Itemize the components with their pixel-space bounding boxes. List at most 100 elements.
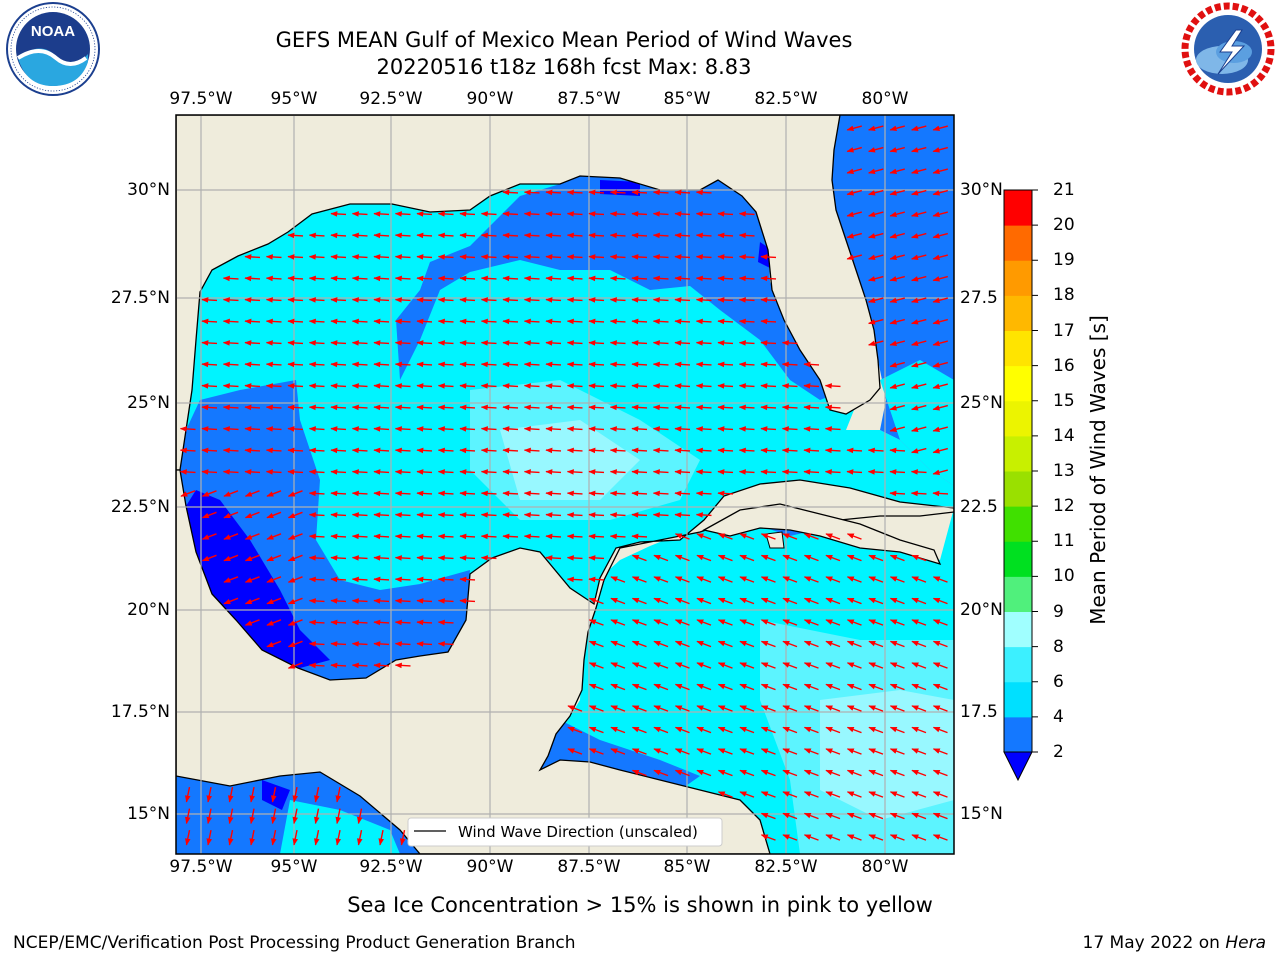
wind-wave-arrow [653,640,669,648]
wind-wave-arrow [394,318,411,325]
wind-wave-arrow [335,808,341,825]
wind-wave-arrow [249,829,255,846]
wind-wave-arrow [287,619,303,626]
wind-wave-arrow [287,511,303,519]
wind-wave-arrow [566,340,583,346]
wind-wave-arrow [631,318,648,325]
wind-wave-arrow [588,340,605,346]
wind-wave-arrow [265,254,282,260]
lat-label-right: 22.5 [960,497,998,517]
wind-wave-arrow [373,512,390,518]
wind-wave-arrow [351,318,368,325]
wind-wave-arrow [588,555,605,561]
wind-wave-arrow [567,726,583,734]
wind-wave-arrow [308,426,325,432]
lat-label-right: 15°N [960,804,1003,824]
wind-wave-arrow [610,662,626,669]
wind-wave-arrow [825,769,841,777]
wind-wave-arrow [244,318,261,325]
wind-wave-arrow [244,383,261,389]
wind-wave-arrow [846,619,862,626]
wind-wave-arrow [610,597,626,605]
colorbar-tick-label: 2 [1053,742,1064,762]
wind-wave-arrow [437,232,454,239]
wind-wave-arrow [782,769,798,777]
wind-wave-arrow [717,769,733,777]
wind-wave-arrow [335,786,341,803]
wind-wave-arrow [373,490,390,497]
wind-wave-arrow [502,232,519,239]
wind-wave-arrow [889,812,905,820]
colorbar-tick-label: 6 [1053,671,1064,692]
wind-wave-arrow [416,275,433,282]
wind-wave-arrow [416,619,433,626]
wind-wave-arrow [244,490,260,497]
wind-wave-arrow [437,555,454,561]
wind-wave-arrow [330,619,347,626]
wind-wave-arrow [566,361,583,368]
wind-wave-arrow [523,211,540,217]
wind-wave-arrow [825,748,841,755]
wind-wave-arrow [674,640,690,648]
wind-wave-arrow [889,769,905,777]
wind-wave-arrow [674,597,690,605]
wind-wave-arrow [631,297,648,303]
wind-wave-arrow [868,705,884,712]
wind-wave-arrow [610,726,626,734]
wind-wave-arrow [545,490,562,497]
wind-wave-arrow [545,211,562,217]
wind-wave-arrow [911,812,927,820]
wind-wave-arrow [566,576,583,583]
wind-wave-arrow [416,533,433,540]
wind-wave-arrow [373,404,390,411]
wind-wave-arrow [696,748,712,755]
wind-wave-arrow [653,769,669,777]
wind-wave-arrow [416,404,433,411]
wind-wave-arrow [437,598,454,604]
wind-wave-arrow [308,404,325,411]
wind-wave-arrow [308,533,325,540]
wind-wave-arrow [868,769,884,777]
wind-wave-arrow [416,576,433,583]
wind-wave-arrow [287,447,304,454]
wind-wave-arrow [652,447,669,454]
wind-wave-arrow [351,254,368,260]
wind-wave-arrow [717,640,733,648]
wind-wave-arrow [437,254,454,260]
wind-wave-arrow [566,447,583,454]
wind-wave-arrow [803,404,820,411]
wind-wave-arrow [781,340,798,346]
colorbar-tick-label: 12 [1053,496,1075,517]
wind-wave-arrow [566,426,583,432]
wind-wave-arrow [437,533,454,540]
wind-wave-arrow [674,533,690,540]
wind-wave-arrow [717,726,733,734]
wind-wave-arrow [523,297,540,303]
wind-wave-arrow [545,232,562,239]
wind-wave-arrow [911,340,927,347]
wind-wave-arrow [330,211,347,217]
wind-wave-arrow [760,662,776,669]
wind-wave-arrow [631,748,647,755]
wind-wave-arrow [760,361,777,368]
wind-wave-arrow [588,512,605,518]
wind-wave-arrow [738,361,755,368]
wind-wave-arrow [206,808,212,825]
lon-label-bottom: 90°W [466,857,514,877]
wind-wave-arrow [373,275,390,282]
wind-wave-arrow [868,619,884,626]
wind-wave-arrow [244,469,261,475]
wind-wave-arrow [287,340,304,346]
wind-wave-arrow [201,426,218,432]
wind-wave-arrow [287,232,304,239]
wind-wave-arrow [911,683,927,691]
wind-wave-arrow [911,554,927,562]
wind-wave-arrow [674,383,691,389]
wind-wave-arrow [223,533,239,540]
wind-wave-arrow [179,469,196,475]
wind-wave-arrow [609,383,626,389]
legend-label: Wind Wave Direction (unscaled) [458,823,698,841]
wind-wave-arrow [932,640,948,648]
colorbar-segment [1004,541,1032,577]
